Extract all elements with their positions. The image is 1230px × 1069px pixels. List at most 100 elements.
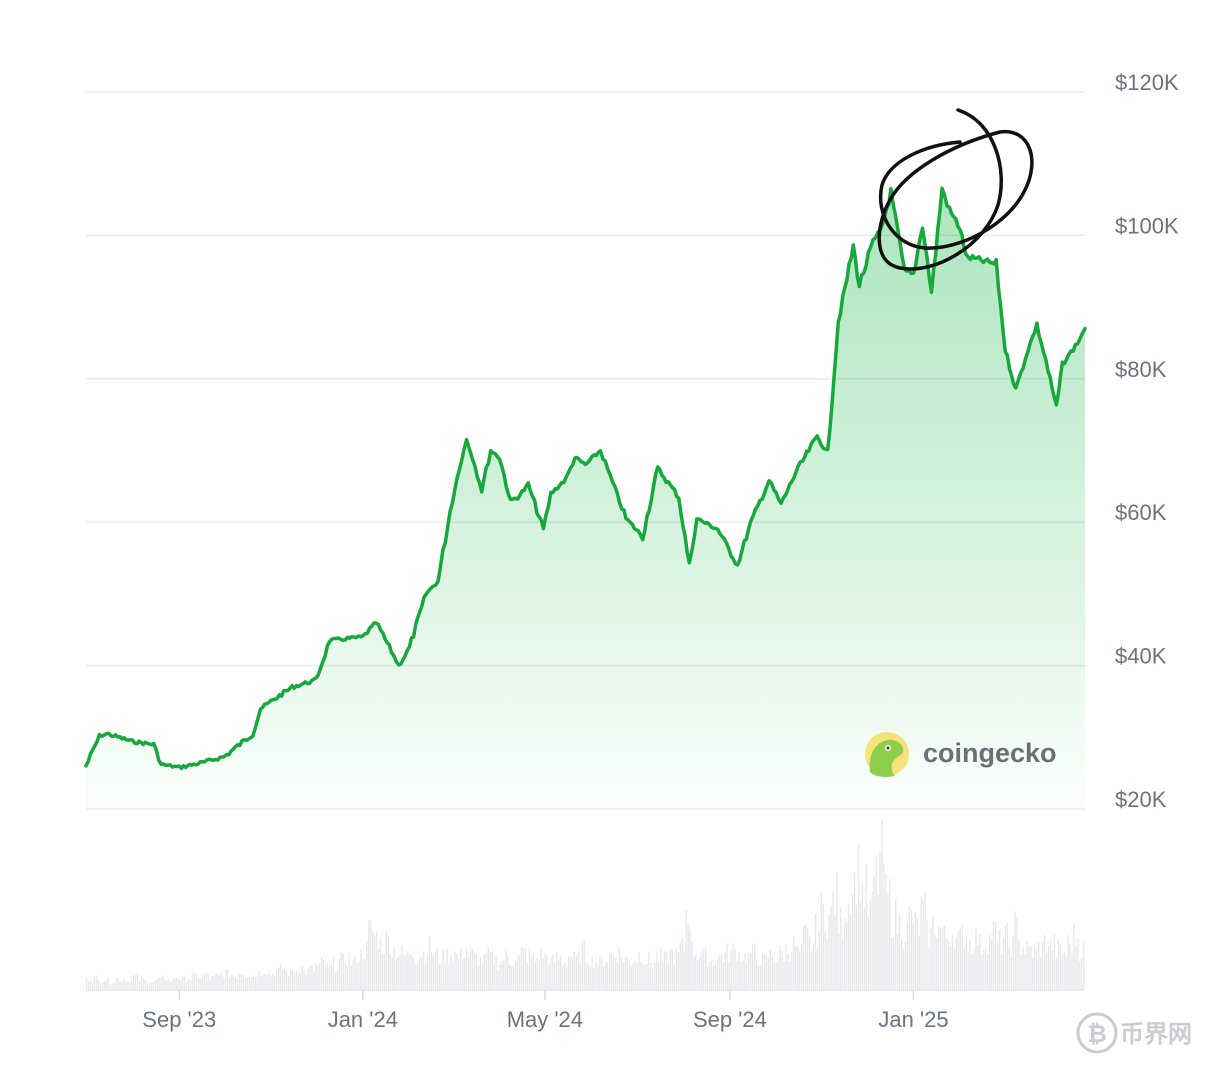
volume-bar — [992, 921, 995, 990]
volume-bar — [1000, 953, 1003, 990]
volume-bar — [789, 961, 791, 990]
volume-bar — [783, 960, 785, 990]
volume-bar — [761, 953, 764, 990]
volume-bar — [189, 979, 192, 990]
volume-bar — [936, 937, 938, 990]
volume-bar — [804, 925, 807, 990]
volume-bar — [900, 939, 903, 990]
volume-bar — [368, 920, 370, 990]
volume-bar — [844, 918, 846, 990]
volume-bar — [930, 926, 932, 990]
volume-bar — [323, 960, 325, 990]
volume-bar — [601, 959, 603, 990]
volume-bar — [313, 970, 315, 990]
volume-bar — [636, 962, 638, 990]
volume-bar — [689, 929, 691, 990]
volume-bar — [1022, 947, 1024, 990]
volume-bar — [511, 966, 513, 990]
volume-bar — [785, 944, 787, 990]
volume-bar — [1071, 953, 1073, 990]
volume-bar — [898, 914, 901, 990]
volume-bar — [681, 937, 683, 990]
volume-bar — [667, 961, 670, 990]
volume-bar — [236, 979, 239, 990]
volume-bar — [158, 977, 160, 990]
volume-bar — [454, 951, 456, 990]
volume-bar — [634, 960, 636, 990]
volume-bar — [1065, 956, 1067, 990]
volume-bar — [1016, 917, 1018, 990]
volume-bar — [88, 981, 90, 990]
volume-bar — [250, 977, 252, 990]
volume-bar — [685, 910, 687, 990]
volume-bar — [389, 954, 391, 990]
volume-bar — [556, 952, 558, 990]
volume-bar — [1063, 952, 1065, 990]
volume-bar — [703, 949, 705, 990]
volume-bar — [172, 979, 174, 990]
volume-bar — [117, 977, 119, 990]
volume-bar — [589, 966, 591, 990]
volume-bar — [415, 964, 417, 990]
volume-bar — [91, 981, 94, 990]
volume-bar — [183, 976, 186, 990]
volume-bar — [207, 973, 209, 990]
volume-bar — [611, 954, 613, 990]
volume-bar — [346, 966, 348, 990]
volume-bar — [201, 975, 203, 990]
volume-bar — [945, 938, 948, 990]
volume-bar — [1067, 935, 1069, 990]
volume-bar — [160, 976, 162, 990]
volume-bar — [354, 955, 356, 990]
volume-bar — [560, 956, 562, 990]
volume-bar — [1036, 949, 1038, 990]
volume-bar — [716, 958, 719, 990]
volume-bar — [383, 953, 386, 990]
volume-bar — [683, 951, 685, 990]
volume-bar — [135, 975, 137, 990]
volume-bar — [466, 950, 468, 990]
volume-bar — [276, 970, 278, 990]
volume-bar — [307, 968, 309, 990]
volume-bar — [961, 925, 963, 990]
volume-bar — [485, 953, 487, 990]
volume-bar — [342, 952, 344, 990]
volume-bar — [520, 947, 523, 990]
x-tick-label: Sep '24 — [693, 1007, 767, 1032]
volume-bar — [922, 900, 924, 990]
volume-bar — [372, 931, 374, 990]
volume-bar — [377, 949, 380, 990]
volume-bar — [225, 970, 227, 990]
volume-bar — [242, 974, 245, 990]
volume-bar — [244, 977, 247, 990]
volume-bar — [197, 979, 200, 990]
volume-bar — [787, 954, 789, 990]
volume-bar — [616, 962, 619, 990]
volume-bar — [460, 949, 462, 990]
volume-bar — [687, 923, 689, 990]
volume-bar — [411, 955, 413, 990]
volume-bar — [419, 959, 421, 990]
volume-bar — [916, 917, 918, 990]
volume-bar — [767, 958, 770, 990]
volume-bar — [567, 956, 570, 990]
volume-bar — [93, 976, 96, 990]
volume-bar — [603, 965, 605, 990]
volume-bar — [309, 966, 311, 990]
volume-bar — [944, 925, 946, 990]
volume-bar — [622, 962, 625, 990]
volume-bar — [705, 948, 707, 990]
volume-bar — [648, 951, 650, 990]
volume-bar — [111, 984, 113, 990]
volume-bar — [871, 892, 873, 990]
volume-bar — [1006, 922, 1008, 990]
volume-bar — [464, 957, 466, 990]
volume-bar — [107, 976, 109, 990]
volume-bar — [1034, 947, 1036, 990]
volume-bar — [812, 943, 815, 990]
volume-bar — [650, 963, 652, 990]
volume-bar — [499, 964, 501, 990]
volume-bar — [252, 975, 254, 990]
volume-bar — [726, 943, 728, 990]
